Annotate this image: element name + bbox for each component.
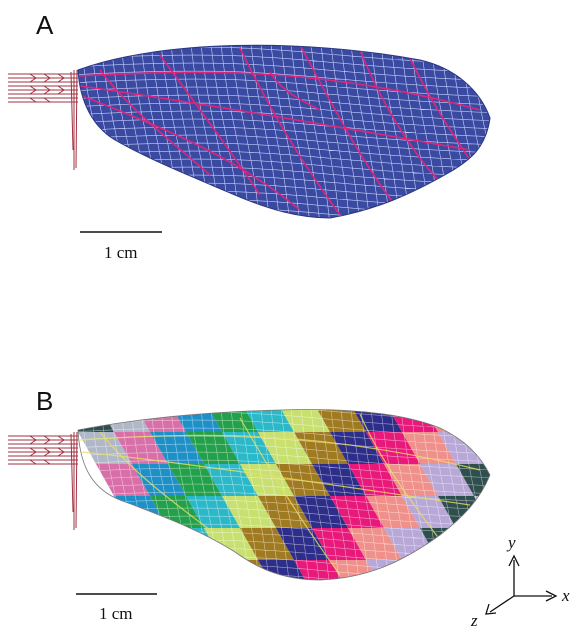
wing-segment bbox=[456, 464, 490, 496]
wing-segment bbox=[456, 409, 490, 432]
wing-segment bbox=[474, 560, 490, 580]
wing-segment bbox=[168, 409, 222, 432]
wing-surface-a bbox=[78, 45, 490, 218]
panel-b: B bbox=[8, 386, 574, 629]
wing-segment bbox=[564, 528, 574, 560]
wing-segment bbox=[456, 528, 490, 560]
scale-bar-b-label: 1 cm bbox=[99, 604, 133, 623]
panel-a-label: A bbox=[36, 10, 54, 40]
wing-segment bbox=[474, 496, 490, 528]
wing-root-b bbox=[8, 431, 78, 530]
wing-outline-b bbox=[77, 409, 491, 581]
wing-veins-a bbox=[78, 45, 481, 216]
y-axis-label: y bbox=[506, 533, 516, 552]
wing-segment bbox=[492, 528, 546, 560]
wing-outline-a bbox=[77, 44, 491, 219]
wing-segment bbox=[186, 560, 240, 580]
wing-root-a bbox=[8, 69, 78, 170]
wing-segment bbox=[492, 400, 546, 432]
wing-segment bbox=[78, 409, 114, 432]
wing-veins-b bbox=[79, 413, 481, 576]
wing-segment bbox=[564, 464, 574, 496]
x-axis-label: x bbox=[561, 586, 570, 605]
z-axis-label: z bbox=[470, 611, 478, 629]
y-axis-arrowhead bbox=[508, 554, 520, 567]
wing-segment bbox=[546, 496, 574, 528]
wing-segment bbox=[474, 432, 490, 464]
wing-segment bbox=[132, 528, 186, 560]
panel-b-label: B bbox=[36, 386, 53, 416]
wing-segment bbox=[240, 409, 294, 432]
wing-segment bbox=[150, 560, 204, 580]
wing-segment bbox=[546, 560, 574, 592]
z-axis-arrowhead bbox=[485, 603, 497, 615]
wing-segment bbox=[546, 432, 574, 464]
wing-segment bbox=[438, 560, 490, 580]
wing-segment bbox=[528, 464, 574, 496]
wing-segment bbox=[528, 528, 574, 560]
scale-bar-a-label: 1 cm bbox=[104, 243, 138, 262]
axis-triad bbox=[485, 554, 558, 615]
z-axis-arrow bbox=[489, 595, 515, 613]
wing-segment bbox=[492, 464, 546, 496]
wing-segment bbox=[366, 560, 420, 580]
wing-segment bbox=[510, 432, 564, 464]
wing-segment bbox=[420, 528, 474, 560]
x-axis-arrowhead bbox=[545, 590, 558, 602]
wing-segment bbox=[402, 560, 456, 580]
wing-segment bbox=[204, 409, 258, 432]
wing-segment bbox=[312, 409, 366, 432]
wing-segment bbox=[510, 496, 564, 528]
panel-a: A bbox=[8, 10, 491, 262]
wing-segment bbox=[528, 400, 574, 432]
